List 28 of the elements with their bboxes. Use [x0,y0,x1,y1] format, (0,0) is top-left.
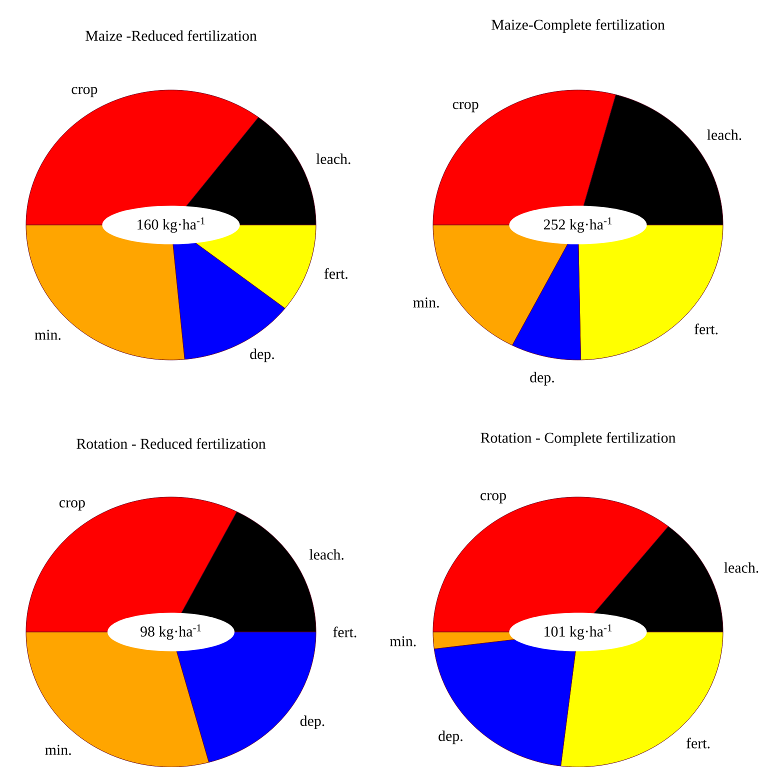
slice-label: crop [452,102,478,112]
chart-title: Rotation - Complete fertilization [480,432,676,446]
chart-title: Maize -Reduced fertilization [86,30,257,41]
slice-label: fert. [686,738,710,748]
slice-label: crop [480,493,506,504]
slice-label: min. [34,330,60,340]
slice-label: dep. [300,716,324,730]
slice-label: min. [413,298,439,308]
text: 101 kg·ha$^{-1}$ [544,624,612,640]
slice-label: dep. [438,730,462,744]
slice-label: min. [45,744,71,755]
slice-label: leach. [724,562,758,573]
chart-title: Maize-Complete fertilization [492,19,665,33]
slice-label: leach. [309,549,344,560]
slice-label: dep. [250,348,274,362]
slice-label: crop [72,86,98,98]
slice-label: dep. [530,372,554,386]
slice-label: fert. [694,324,718,334]
slice-label: crop [59,500,85,510]
slice-label: min. [390,636,416,646]
text: 98 kg·ha$^{-1}$ [140,624,201,640]
chart-title: Rotation - Reduced fertilization [76,438,266,449]
slice-label: fert. [324,268,348,279]
slice-label: leach. [316,154,350,164]
text: 160 kg·ha$^{-1}$ [138,217,205,233]
category-label: fert. [333,626,356,638]
slice-label: leach. [707,129,742,140]
text: 252 kg·ha$^{-1}$ [544,217,612,233]
